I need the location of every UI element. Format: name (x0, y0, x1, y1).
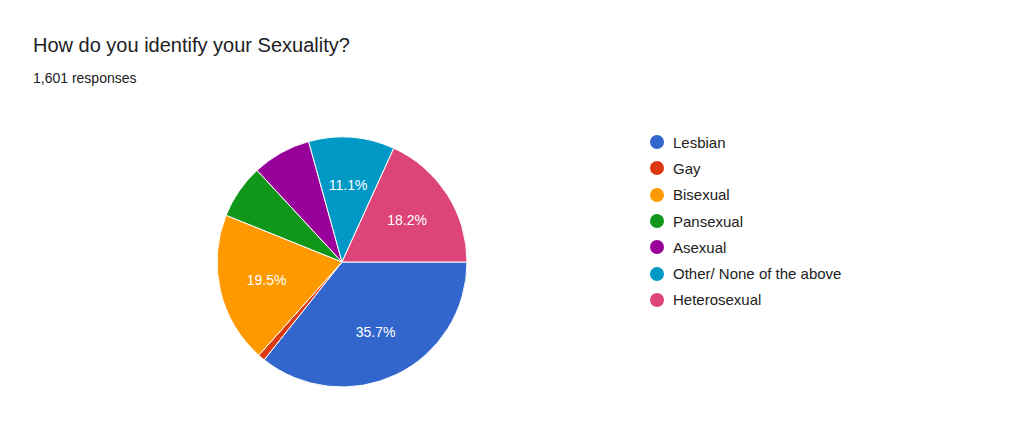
html-text:Gay: Gay (673, 159, 701, 177)
svg-text:18.2%: 18.2% (387, 212, 427, 228)
html-text:How do you identify your Sexua: How do you identify your Sexuality? (33, 34, 350, 56)
html-text:Lesbian: Lesbian (673, 133, 726, 151)
html-text:Bisexual: Bisexual (673, 186, 730, 204)
html-text:Pansexual: Pansexual (673, 212, 744, 230)
html-text:Heterosexual: Heterosexual (673, 291, 762, 309)
html-text:Other/ None of the above: Other/ None of the above (673, 265, 842, 283)
html-text:Asexual: Asexual (673, 238, 727, 256)
svg-text:35.7%: 35.7% (356, 324, 396, 340)
svg-text:11.1%: 11.1% (329, 177, 368, 193)
svg-text:19.5%: 19.5% (247, 272, 287, 288)
html-text:1,601 responses: 1,601 responses (33, 70, 137, 86)
